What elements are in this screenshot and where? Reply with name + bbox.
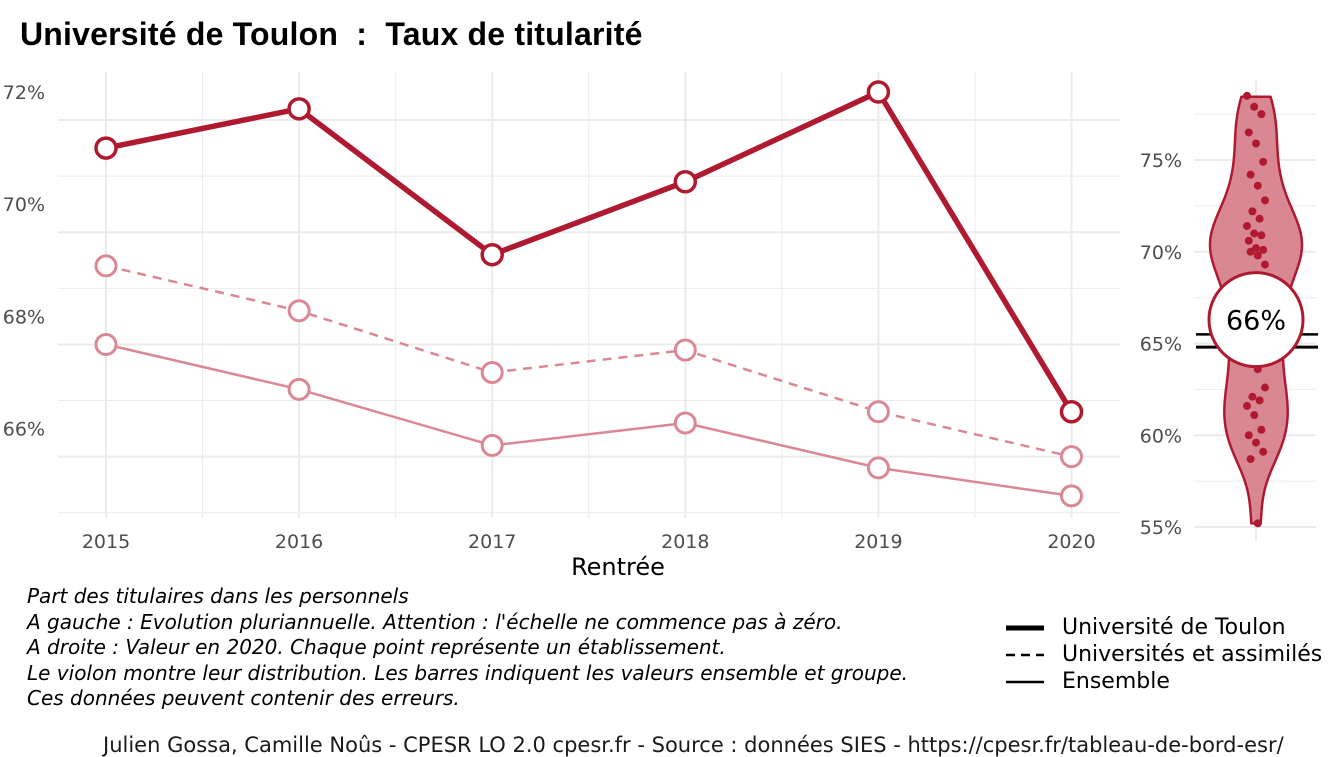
data-point	[480, 361, 504, 384]
violin-point	[1257, 231, 1266, 240]
data-point	[287, 377, 311, 401]
caption-line: A droite : Valeur en 2020. Chaque point …	[27, 635, 726, 659]
data-point	[866, 456, 890, 480]
x-tick-label: 2016	[275, 531, 323, 553]
data-point	[1060, 484, 1083, 508]
violin-point	[1259, 245, 1268, 254]
legend-item-toulon: Université de Toulon	[1006, 614, 1322, 641]
violin-point	[1257, 425, 1266, 434]
data-point	[287, 299, 311, 323]
violin-point	[1243, 91, 1251, 100]
chart-canvas: 66% 68% 70% 72% 2015 2016 2017 2018 2019 2020 Re…	[3, 72, 1318, 580]
y-tick-label: 68%	[3, 306, 45, 328]
caption-line: Le violon montre leur distribution. Les …	[27, 660, 908, 685]
caption-line: A gauche : Evolution pluriannuelle. Atte…	[27, 609, 843, 634]
violin-plot: 66%	[1196, 91, 1318, 528]
data-point	[287, 97, 311, 121]
line-chart-series	[94, 80, 1084, 508]
data-point	[94, 254, 118, 278]
violin-point	[1250, 229, 1259, 238]
violin-point	[1257, 110, 1266, 119]
violin-point	[1246, 170, 1255, 179]
data-point	[866, 400, 890, 424]
legend-swatch-thin	[1006, 677, 1044, 687]
violin-y-ticks: 55% 60% 65% 70% 75%	[1140, 150, 1182, 539]
series-line-solid-thin	[105, 343, 1072, 498]
violin-point	[1253, 519, 1262, 528]
violin-point	[1253, 181, 1262, 190]
x-tick-label: 2017	[468, 531, 516, 553]
series-line-dashed	[105, 264, 1072, 458]
legend-item-ensemble: Ensemble	[1006, 668, 1322, 695]
violin-point	[1261, 383, 1269, 392]
series-line-solid-thick	[105, 89, 1074, 414]
violin-point	[1244, 431, 1253, 440]
x-axis-label: Rentrée	[571, 553, 665, 580]
y-tick-label: 60%	[1140, 425, 1182, 447]
line-chart-grid	[58, 72, 1120, 518]
y-tick-label: 66%	[3, 419, 45, 441]
violin-point	[1248, 207, 1257, 216]
violin-point	[1243, 401, 1251, 410]
violin-point	[1255, 214, 1264, 223]
legend-label: Universités et assimilés	[1062, 642, 1323, 667]
data-point	[866, 80, 891, 104]
data-point	[480, 433, 504, 457]
violin-point	[1250, 411, 1259, 420]
highlight-bubble	[1207, 271, 1305, 369]
violin-point	[1246, 247, 1255, 256]
y-tick-label: 70%	[1140, 242, 1182, 264]
violin-point	[1253, 251, 1262, 260]
violin-point	[1244, 128, 1253, 137]
data-point	[480, 242, 504, 267]
violin-point	[1259, 447, 1268, 456]
violin-point	[1252, 438, 1260, 447]
data-point	[673, 338, 697, 362]
data-point	[1059, 400, 1084, 424]
y-tick-label: 72%	[3, 82, 45, 104]
violin-point	[1250, 102, 1259, 111]
violin-point	[1246, 455, 1255, 464]
data-point	[94, 136, 118, 160]
violin-point	[1252, 139, 1260, 148]
legend-item-universites: Universités et assimilés	[1006, 641, 1322, 668]
data-point	[94, 332, 118, 356]
data-point	[1060, 445, 1083, 469]
footer-credit: Julien Gossa, Camille Noûs - CPESR LO 2.…	[103, 733, 1284, 757]
caption-line: Part des titulaires dans les personnels	[27, 584, 409, 608]
y-tick-label: 70%	[3, 194, 45, 216]
x-tick-label: 2015	[82, 531, 130, 553]
x-tick-label: 2018	[661, 531, 709, 553]
violin-point	[1261, 196, 1269, 205]
violin-point	[1243, 222, 1251, 231]
line-chart-x-ticks: 2015 2016 2017 2018 2019 2020	[82, 531, 1096, 553]
data-point	[673, 170, 698, 194]
violin-point	[1259, 157, 1268, 166]
x-tick-label: 2019	[854, 531, 902, 553]
y-tick-label: 65%	[1140, 334, 1182, 356]
highlight-value-label: 66%	[1226, 306, 1286, 337]
y-tick-label: 75%	[1140, 150, 1182, 172]
violin-point	[1248, 392, 1257, 401]
x-tick-label: 2020	[1047, 531, 1095, 553]
data-point	[673, 411, 697, 435]
violin-point	[1244, 236, 1253, 245]
violin-point	[1255, 396, 1264, 405]
chart-title: Université de Toulon : Taux de titularit…	[20, 16, 643, 52]
legend-label: Université de Toulon	[1062, 615, 1286, 640]
caption: Part des titulaires dans les personnels …	[27, 584, 908, 712]
caption-line: Ces données peuvent contenir des erreurs…	[27, 686, 460, 710]
y-tick-label: 55%	[1140, 517, 1182, 539]
legend-swatch-dashed	[1006, 650, 1044, 660]
legend-label: Ensemble	[1062, 669, 1170, 694]
line-chart-y-ticks: 66% 68% 70% 72%	[3, 82, 45, 441]
violin-point	[1261, 260, 1269, 269]
legend-swatch-thick	[1006, 623, 1044, 633]
legend: Université de Toulon Universités et assi…	[1006, 614, 1322, 695]
